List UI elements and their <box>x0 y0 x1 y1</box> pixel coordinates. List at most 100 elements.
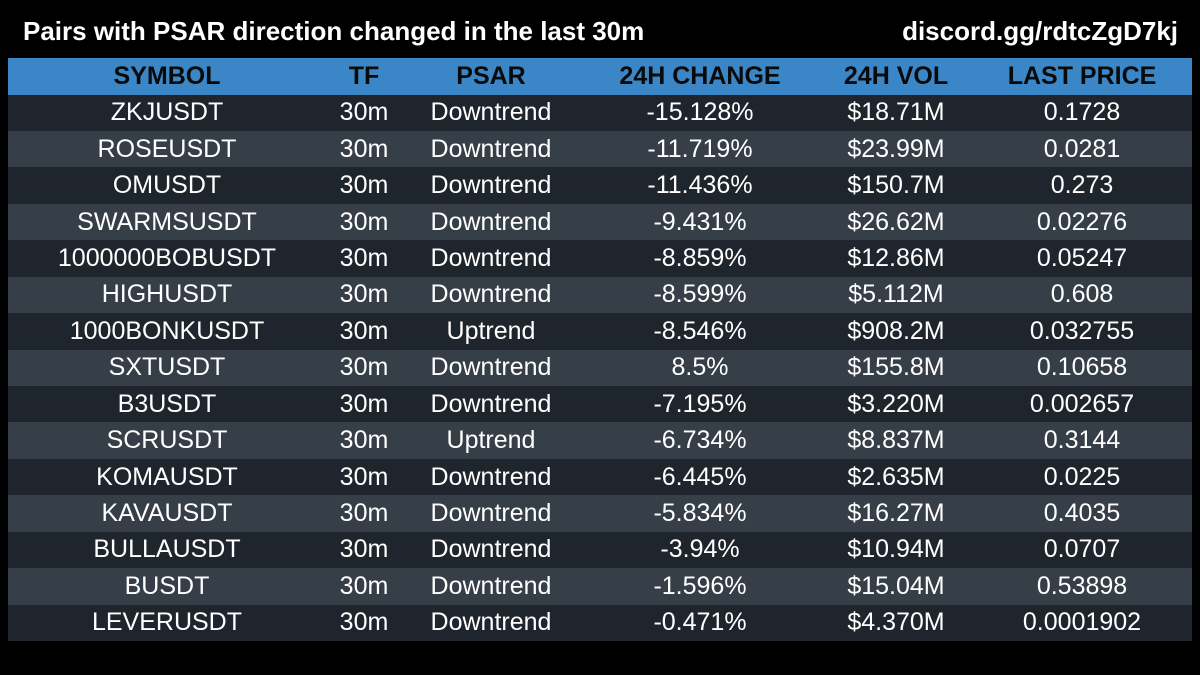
symbol-cell: ROSEUSDT <box>97 134 237 163</box>
volume-cell: $4.370M <box>847 608 945 637</box>
column-header-psar[interactable]: PSAR <box>456 61 526 90</box>
symbol-cell: BUSDT <box>124 571 210 600</box>
price-cell: 0.4035 <box>1043 499 1121 528</box>
price-cell: 0.10658 <box>1036 353 1128 382</box>
column-header-symbol[interactable]: SYMBOL <box>113 61 221 90</box>
change-cell: -11.436% <box>647 171 753 200</box>
change-cell: -5.834% <box>653 499 747 528</box>
table-row[interactable]: 1000BONKUSDT 30m Uptrend -8.546% $908.2M 0.03… <box>8 313 1192 350</box>
table-row[interactable]: ROSEUSDT 30m Downtrend -11.719% $23.99M 0.028… <box>8 130 1192 168</box>
psar-cell: Downtrend <box>430 389 552 418</box>
table-row[interactable]: SWARMSUSDT 30m Downtrend -9.431% $26.62M 0.02… <box>8 203 1192 241</box>
tf-cell: 30m <box>339 571 389 600</box>
table-row[interactable]: SXTUSDT 30m Downtrend 8.5% $155.8M 0.10658 <box>8 349 1192 386</box>
volume-cell: $18.71M <box>847 98 945 127</box>
tf-cell: 30m <box>339 462 389 491</box>
tf-cell: 30m <box>339 280 389 309</box>
change-cell: -11.719% <box>647 134 753 163</box>
psar-cell: Downtrend <box>430 608 552 637</box>
table-row[interactable]: ZKJUSDT 30m Downtrend -15.128% $18.71M 0.1728 <box>8 94 1192 131</box>
page-title: Pairs with PSAR direction changed in the… <box>23 16 645 46</box>
table-row[interactable]: OMUSDT 30m Downtrend -11.436% $150.7M 0.273 <box>8 167 1192 204</box>
symbol-cell: 1000000BOBUSDT <box>57 243 277 272</box>
pairs-table: SYMBOL TF PSAR 24H CHANGE 24H VOL LAST P… <box>8 58 1192 642</box>
tf-cell: 30m <box>339 499 389 528</box>
psar-cell: Downtrend <box>430 280 552 309</box>
change-cell: -9.431% <box>653 207 747 236</box>
tf-cell: 30m <box>339 353 389 382</box>
psar-cell: Downtrend <box>430 98 552 127</box>
volume-cell: $155.8M <box>847 353 945 382</box>
volume-cell: $2.635M <box>847 462 945 491</box>
price-cell: 0.032755 <box>1029 316 1135 345</box>
change-cell: -6.734% <box>653 426 747 455</box>
table-row[interactable]: LEVERUSDT 30m Downtrend -0.471% $4.370M 0.000… <box>8 604 1192 642</box>
tf-cell: 30m <box>339 426 389 455</box>
price-cell: 0.05247 <box>1036 243 1128 272</box>
tf-cell: 30m <box>339 171 389 200</box>
change-cell: 8.5% <box>671 353 729 382</box>
psar-cell: Downtrend <box>430 207 552 236</box>
column-header-tf[interactable]: TF <box>348 61 380 90</box>
psar-cell: Downtrend <box>430 462 552 491</box>
change-cell: -1.596% <box>653 571 747 600</box>
volume-cell: $150.7M <box>847 171 945 200</box>
tf-cell: 30m <box>339 207 389 236</box>
table-row[interactable]: SCRUSDT 30m Uptrend -6.734% $8.837M 0.3144 <box>8 422 1192 459</box>
psar-cell: Downtrend <box>430 499 552 528</box>
price-cell: 0.0001902 <box>1022 608 1142 637</box>
table-row[interactable]: KOMAUSDT 30m Downtrend -6.445% $2.635M 0.0225 <box>8 458 1192 496</box>
volume-cell: $26.62M <box>847 207 945 236</box>
change-cell: -15.128% <box>646 98 754 127</box>
symbol-cell: B3USDT <box>117 389 217 418</box>
price-cell: 0.273 <box>1050 171 1114 200</box>
psar-cell: Uptrend <box>446 316 536 345</box>
table-row[interactable]: BULLAUSDT 30m Downtrend -3.94% $10.94M 0.0707 <box>8 531 1192 569</box>
psar-cell: Downtrend <box>430 171 552 200</box>
tf-cell: 30m <box>339 98 389 127</box>
psar-cell: Downtrend <box>430 535 552 564</box>
tf-cell: 30m <box>339 535 389 564</box>
price-cell: 0.1728 <box>1043 98 1121 127</box>
change-cell: -3.94% <box>660 535 740 564</box>
psar-cell: Uptrend <box>446 426 536 455</box>
table-row[interactable]: HIGHUSDT 30m Downtrend -8.599% $5.112M 0.608 <box>8 276 1192 314</box>
symbol-cell: SWARMSUSDT <box>77 207 257 236</box>
price-cell: 0.53898 <box>1036 571 1128 600</box>
volume-cell: $16.27M <box>847 499 945 528</box>
price-cell: 0.02276 <box>1036 207 1128 236</box>
psar-cell: Downtrend <box>430 571 552 600</box>
tf-cell: 30m <box>339 389 389 418</box>
change-cell: -7.195% <box>653 389 747 418</box>
volume-cell: $12.86M <box>847 243 945 272</box>
change-cell: -6.445% <box>653 462 747 491</box>
discord-link[interactable]: discord.gg/rdtcZgD7kj <box>902 16 1178 46</box>
column-header-24h-vol[interactable]: 24H VOL <box>843 61 949 90</box>
table-row[interactable]: KAVAUSDT 30m Downtrend -5.834% $16.27M 0.4035 <box>8 495 1192 532</box>
tf-cell: 30m <box>339 608 389 637</box>
price-cell: 0.0281 <box>1043 134 1121 163</box>
column-header-24h-change[interactable]: 24H CHANGE <box>619 61 781 90</box>
symbol-cell: 1000BONKUSDT <box>69 316 265 345</box>
change-cell: -8.859% <box>653 243 747 272</box>
volume-cell: $8.837M <box>847 426 945 455</box>
volume-cell: $23.99M <box>847 134 945 163</box>
table-row[interactable]: 1000000BOBUSDT 30m Downtrend -8.859% $12.86M… <box>8 240 1192 277</box>
symbol-cell: SCRUSDT <box>106 426 228 455</box>
table-row[interactable]: BUSDT 30m Downtrend -1.596% $15.04M 0.53898 <box>8 568 1192 605</box>
tf-cell: 30m <box>339 134 389 163</box>
change-cell: -8.599% <box>653 280 747 309</box>
volume-cell: $10.94M <box>847 535 945 564</box>
symbol-cell: HIGHUSDT <box>101 280 233 309</box>
psar-cell: Downtrend <box>430 243 552 272</box>
price-cell: 0.0225 <box>1043 462 1121 491</box>
price-cell: 0.0707 <box>1043 535 1121 564</box>
table-row[interactable]: B3USDT 30m Downtrend -7.195% $3.220M 0.002657 <box>8 386 1192 423</box>
table-body: ZKJUSDT 30m Downtrend -15.128% $18.71M 0.1728… <box>8 94 1192 642</box>
price-cell: 0.608 <box>1050 280 1114 309</box>
tf-cell: 30m <box>339 243 389 272</box>
symbol-cell: LEVERUSDT <box>91 608 243 637</box>
column-header-last-price[interactable]: LAST PRICE <box>1007 61 1157 90</box>
psar-cell: Downtrend <box>430 353 552 382</box>
symbol-cell: OMUSDT <box>112 171 222 200</box>
